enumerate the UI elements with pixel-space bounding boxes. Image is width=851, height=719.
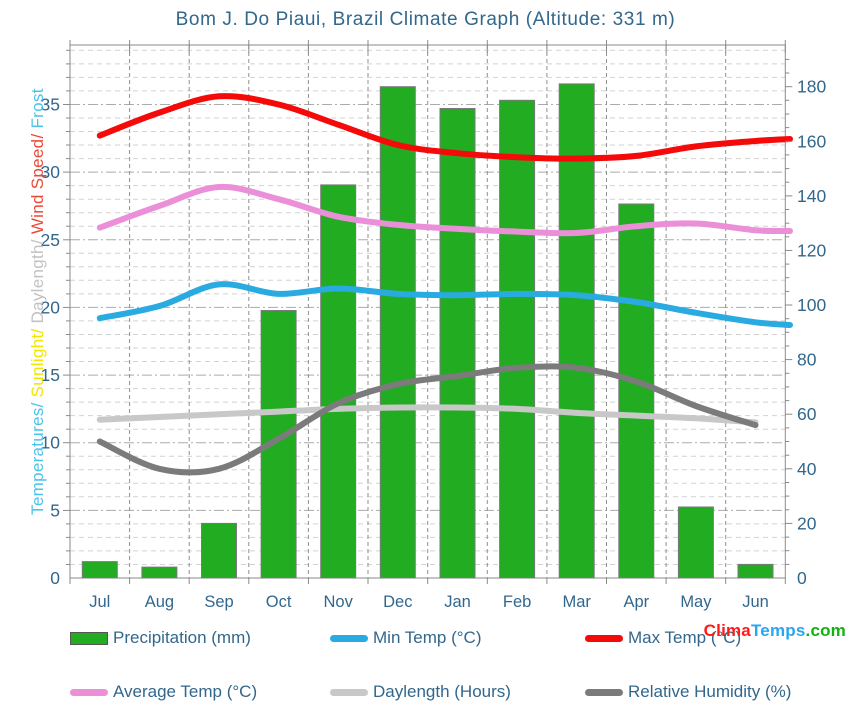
- legend-label-precipitation: Precipitation (mm): [113, 628, 251, 647]
- left-axis-tick-label: 20: [41, 297, 61, 317]
- line-relative-humidity: [96, 363, 759, 476]
- right-axis-tick-label: 80: [797, 350, 817, 370]
- legend-item-max-temp: Max Temp (°C): [585, 628, 741, 648]
- min-temp-swatch: [330, 634, 368, 642]
- right-axis-tick-label: 160: [797, 131, 826, 151]
- line-max-temp-c: [96, 93, 793, 162]
- legend-label-average-temp: Average Temp (°C): [113, 682, 258, 701]
- right-axis-title: Relative Humidity/ Precipitation/ Precip…: [827, 45, 851, 578]
- left-axis-tick-label: 10: [41, 433, 61, 453]
- precipitation-swatch: [70, 631, 108, 645]
- legend-label-max-temp: Max Temp (°C): [628, 628, 742, 647]
- right-axis-tick-label: 100: [797, 295, 826, 315]
- month-label-dec: Dec: [383, 593, 412, 611]
- right-axis-tick-label: 120: [797, 240, 826, 260]
- month-label-jun: Jun: [742, 593, 769, 611]
- max-temp-swatch: [585, 634, 623, 642]
- relative-humidity-swatch: [585, 688, 623, 696]
- bar-aug: [141, 566, 178, 579]
- line-daylength-hours: [96, 404, 759, 426]
- line-average-temp-c: [96, 183, 793, 237]
- left-axis-tick-label: 0: [50, 568, 60, 588]
- left-axis-title: Temperatures/ Sunlight/ Daylength/ Wind …: [2, 45, 47, 578]
- page-title: Bom J. Do Piaui, Brazil Climate Graph (A…: [175, 9, 676, 30]
- legend-label-relative-humidity: Relative Humidity (%): [628, 682, 792, 701]
- month-label-jan: Jan: [444, 593, 471, 611]
- right-axis-tick-label: 180: [797, 77, 826, 97]
- climate-chart: 0 5 10 15 20 25 30 35 0 20 40 60 80 100 120 140 160 180 Ju…: [41, 40, 826, 611]
- bar-nov: [320, 184, 357, 579]
- left-axis-label-temperatures: Temperatures/: [28, 397, 47, 515]
- right-axis-tick-label: 40: [797, 459, 817, 479]
- legend-item-relative-humidity: Relative Humidity (%): [585, 682, 791, 702]
- bar-jan: [439, 108, 476, 579]
- month-label-mar: Mar: [562, 593, 591, 611]
- month-label-nov: Nov: [324, 593, 354, 611]
- month-label-sep: Sep: [204, 593, 233, 611]
- left-axis-tick-label: 35: [41, 95, 60, 115]
- month-label-feb: Feb: [503, 593, 531, 611]
- logo-com: .com: [805, 621, 846, 640]
- left-axis-tick-label: 5: [50, 500, 60, 520]
- legend-item-min-temp: Min Temp (°C): [330, 628, 482, 648]
- bar-mar: [558, 83, 595, 579]
- right-axis-tick-label: 140: [797, 186, 826, 206]
- right-axis-tick-label: 60: [797, 404, 817, 424]
- legend-label-min-temp: Min Temp (°C): [373, 628, 482, 647]
- left-axis-tick-label: 25: [41, 230, 60, 250]
- bar-feb: [499, 99, 536, 579]
- legend-item-daylength: Daylength (Hours): [330, 682, 511, 702]
- daylength-swatch: [330, 688, 368, 696]
- legend-item-precipitation: Precipitation (mm): [70, 628, 251, 648]
- legend-item-average-temp: Average Temp (°C): [70, 682, 257, 702]
- climatemps-watermark-link[interactable]: ClimaTemps.com: [704, 621, 846, 641]
- right-axis-tick-label: 20: [797, 513, 817, 533]
- month-label-may: May: [680, 593, 712, 611]
- left-axis-tick-label: 30: [41, 162, 61, 182]
- bar-jul: [81, 561, 118, 579]
- bar-jun: [737, 563, 774, 579]
- logo-clima: Clima: [703, 621, 751, 640]
- bar-may: [677, 506, 714, 579]
- bar-apr: [618, 203, 655, 579]
- bar-sep: [201, 522, 237, 579]
- line-min-temp-c: [96, 281, 793, 328]
- right-axis-tick-label: 0: [797, 568, 807, 588]
- left-axis-label-sunlight: Sunlight/: [28, 323, 47, 398]
- left-axis-label-frost: Frost: [28, 88, 47, 129]
- logo-temps: Temps: [750, 621, 806, 640]
- month-label-oct: Oct: [266, 593, 292, 611]
- left-axis-tick-label: 15: [41, 365, 60, 385]
- month-label-jul: Jul: [89, 593, 110, 611]
- average-temp-swatch: [70, 688, 108, 696]
- left-axis-label-daylength: Daylength/: [28, 234, 47, 324]
- legend-label-daylength: Daylength (Hours): [373, 682, 511, 701]
- left-axis-label-wind-speed: Wind Speed/: [28, 128, 47, 235]
- month-label-apr: Apr: [623, 593, 649, 611]
- month-label-aug: Aug: [145, 593, 174, 611]
- bar-dec: [379, 86, 416, 579]
